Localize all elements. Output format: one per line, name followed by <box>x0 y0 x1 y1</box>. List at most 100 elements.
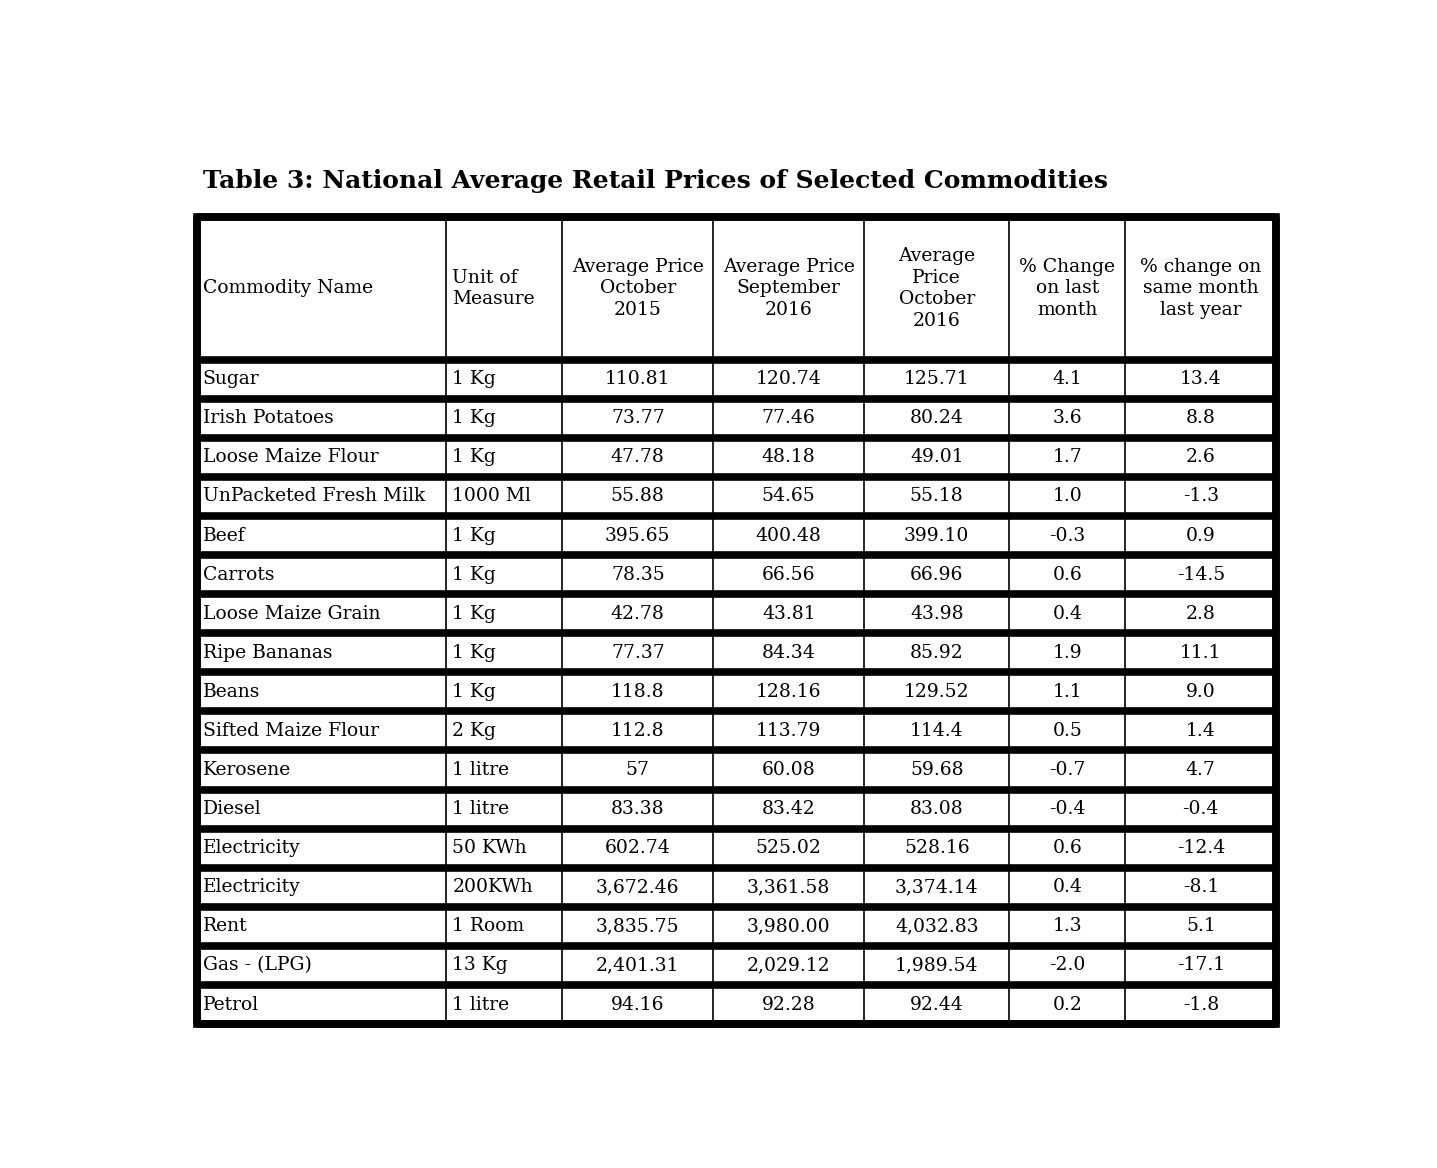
Text: 49.01: 49.01 <box>910 449 964 466</box>
Text: -8.1: -8.1 <box>1183 878 1219 896</box>
Text: 77.46: 77.46 <box>762 409 816 427</box>
Text: 78.35: 78.35 <box>611 565 665 584</box>
Text: 2.8: 2.8 <box>1186 605 1216 623</box>
Text: 528.16: 528.16 <box>904 840 970 857</box>
Text: Ripe Bananas: Ripe Bananas <box>203 644 332 662</box>
Text: Irish Potatoes: Irish Potatoes <box>203 409 333 427</box>
Text: 114.4: 114.4 <box>910 722 964 741</box>
Text: -0.4: -0.4 <box>1049 800 1085 818</box>
Text: 1 Kg: 1 Kg <box>453 644 496 662</box>
Text: Loose Maize Grain: Loose Maize Grain <box>203 605 381 623</box>
Text: 1.9: 1.9 <box>1052 644 1082 662</box>
Bar <box>197 360 1276 398</box>
Text: 4.7: 4.7 <box>1186 762 1216 779</box>
Text: 8.8: 8.8 <box>1186 409 1216 427</box>
Text: Electricity: Electricity <box>203 840 300 857</box>
Text: 1 litre: 1 litre <box>453 995 510 1014</box>
Text: 1 Room: 1 Room <box>453 917 525 936</box>
Text: 0.6: 0.6 <box>1052 565 1082 584</box>
Text: -2.0: -2.0 <box>1049 957 1085 974</box>
Text: 0.4: 0.4 <box>1052 605 1082 623</box>
Text: 84.34: 84.34 <box>762 644 816 662</box>
Bar <box>197 790 1276 828</box>
Bar <box>197 398 1276 438</box>
Text: -0.7: -0.7 <box>1049 762 1085 779</box>
Bar <box>197 217 1276 360</box>
Text: 1.3: 1.3 <box>1052 917 1082 936</box>
Text: 9.0: 9.0 <box>1186 683 1216 701</box>
Text: 80.24: 80.24 <box>910 409 964 427</box>
Text: 1 Kg: 1 Kg <box>453 449 496 466</box>
Text: 120.74: 120.74 <box>756 370 822 388</box>
Text: 602.74: 602.74 <box>605 840 671 857</box>
Bar <box>197 673 1276 711</box>
Text: 77.37: 77.37 <box>611 644 665 662</box>
Text: 128.16: 128.16 <box>756 683 822 701</box>
Text: 129.52: 129.52 <box>904 683 970 701</box>
Text: % change on
same month
last year: % change on same month last year <box>1140 258 1262 319</box>
Text: 1 Kg: 1 Kg <box>453 370 496 388</box>
Text: 3,361.58: 3,361.58 <box>747 878 831 896</box>
Bar <box>197 217 1276 1024</box>
Text: Average Price
September
2016: Average Price September 2016 <box>723 258 855 319</box>
Text: -0.3: -0.3 <box>1049 527 1085 544</box>
Text: -0.4: -0.4 <box>1183 800 1219 818</box>
Bar <box>197 555 1276 595</box>
Text: 92.44: 92.44 <box>910 995 964 1014</box>
Text: Beef: Beef <box>203 527 246 544</box>
Text: 1 Kg: 1 Kg <box>453 683 496 701</box>
Text: 11.1: 11.1 <box>1180 644 1221 662</box>
Text: 3,374.14: 3,374.14 <box>895 878 979 896</box>
Text: -14.5: -14.5 <box>1177 565 1224 584</box>
Text: Petrol: Petrol <box>203 995 259 1014</box>
Text: 113.79: 113.79 <box>756 722 822 741</box>
Text: 118.8: 118.8 <box>611 683 664 701</box>
Text: 0.6: 0.6 <box>1052 840 1082 857</box>
Bar <box>197 868 1276 906</box>
Text: 1.7: 1.7 <box>1052 449 1082 466</box>
Text: -1.3: -1.3 <box>1183 487 1219 506</box>
Text: % Change
on last
month: % Change on last month <box>1019 258 1115 319</box>
Text: 3.6: 3.6 <box>1052 409 1082 427</box>
Text: 2 Kg: 2 Kg <box>453 722 496 741</box>
Text: 0.9: 0.9 <box>1186 527 1216 544</box>
Text: 1000 Ml: 1000 Ml <box>453 487 532 506</box>
Text: Carrots: Carrots <box>203 565 274 584</box>
Text: 395.65: 395.65 <box>605 527 671 544</box>
Bar <box>197 711 1276 751</box>
Text: Electricity: Electricity <box>203 878 300 896</box>
Text: 1,989.54: 1,989.54 <box>895 957 979 974</box>
Text: Kerosene: Kerosene <box>203 762 292 779</box>
Text: 1 litre: 1 litre <box>453 800 510 818</box>
Text: 1.4: 1.4 <box>1186 722 1216 741</box>
Text: 66.96: 66.96 <box>910 565 963 584</box>
Text: -12.4: -12.4 <box>1177 840 1224 857</box>
Text: 110.81: 110.81 <box>605 370 671 388</box>
Bar <box>197 438 1276 477</box>
Text: 0.4: 0.4 <box>1052 878 1082 896</box>
Text: Commodity Name: Commodity Name <box>203 279 374 298</box>
Text: 4.1: 4.1 <box>1052 370 1082 388</box>
Text: 1 Kg: 1 Kg <box>453 409 496 427</box>
Text: 3,980.00: 3,980.00 <box>747 917 831 936</box>
Text: Average
Price
October
2016: Average Price October 2016 <box>898 248 976 329</box>
Text: -1.8: -1.8 <box>1183 995 1219 1014</box>
Text: 1 litre: 1 litre <box>453 762 510 779</box>
Text: 59.68: 59.68 <box>910 762 964 779</box>
Text: Rent: Rent <box>203 917 247 936</box>
Text: 48.18: 48.18 <box>762 449 816 466</box>
Text: 125.71: 125.71 <box>904 370 970 388</box>
Bar <box>197 595 1276 633</box>
Bar <box>197 906 1276 946</box>
Text: 399.10: 399.10 <box>904 527 970 544</box>
Text: 83.38: 83.38 <box>611 800 664 818</box>
Text: -17.1: -17.1 <box>1177 957 1224 974</box>
Text: 85.92: 85.92 <box>910 644 964 662</box>
Text: 1 Kg: 1 Kg <box>453 527 496 544</box>
Text: 2,029.12: 2,029.12 <box>747 957 831 974</box>
Text: Gas - (LPG): Gas - (LPG) <box>203 957 312 974</box>
Text: 57: 57 <box>625 762 650 779</box>
Text: 50 KWh: 50 KWh <box>453 840 527 857</box>
Text: Table 3: National Average Retail Prices of Selected Commodities: Table 3: National Average Retail Prices … <box>203 169 1108 194</box>
Text: 5.1: 5.1 <box>1186 917 1216 936</box>
